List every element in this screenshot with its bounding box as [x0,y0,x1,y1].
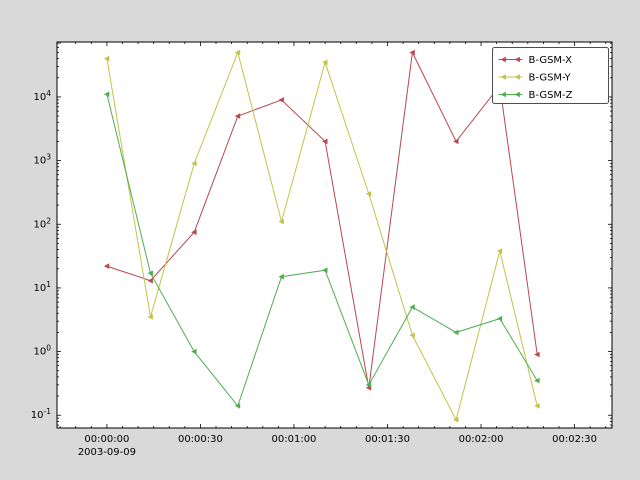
left-triangle-marker-icon [453,416,459,423]
left-triangle-marker-icon [534,377,540,384]
y-tick-label: 101 [33,280,51,294]
x-tick-label: 00:00:00 [84,434,129,445]
left-triangle-marker-icon [496,315,503,322]
x-axis: 00:00:00 00:00:30 00:01:00 00:01:30 00:02:00… [59,42,607,458]
series-B-GSM-Y [103,49,540,423]
left-triangle-marker-icon [409,49,415,56]
left-triangle-marker-icon [500,56,506,63]
left-triangle-marker-icon [234,403,241,409]
x-tick-label: 00:01:00 [272,434,317,445]
left-triangle-marker-icon [409,332,415,339]
legend-item-B-GSM-Z: B-GSM-Z [498,90,573,101]
left-triangle-marker-icon [147,270,153,276]
left-triangle-marker-icon [534,351,540,358]
left-triangle-marker-icon [147,314,153,320]
y-tick-label: 100 [33,344,51,358]
y-tick-label: 102 [33,216,51,230]
left-triangle-marker-icon [453,138,459,145]
left-triangle-marker-icon [278,97,284,103]
left-triangle-marker-icon [496,248,503,254]
left-triangle-marker-icon [514,91,520,98]
x-tick-label: 00:02:00 [459,434,504,445]
left-triangle-marker-icon [103,263,110,269]
left-triangle-marker-icon [500,74,506,80]
x-tick-label: 00:02:30 [552,434,597,445]
y-tick-label: 104 [33,89,51,103]
left-triangle-marker-icon [191,229,197,235]
legend-item-B-GSM-Y: B-GSM-Y [498,73,572,84]
left-triangle-marker-icon [322,267,328,273]
left-triangle-marker-icon [147,277,153,284]
axes-frame [56,41,613,429]
left-triangle-marker-icon [500,91,506,98]
left-triangle-marker-icon [103,91,110,98]
left-triangle-marker-icon [278,273,284,280]
left-triangle-marker-icon [514,56,520,63]
left-triangle-marker-icon [103,55,110,62]
legend-label: B-GSM-X [529,55,573,66]
left-triangle-marker-icon [191,160,197,167]
left-triangle-marker-icon [322,59,328,66]
series-B-GSM-Z [103,91,540,409]
y-tick-label: 10-1 [31,407,51,421]
legend-label: B-GSM-Y [529,73,572,84]
left-triangle-marker-icon [234,113,241,119]
left-triangle-marker-icon [278,218,284,225]
x-tick-label: 00:01:30 [365,434,410,445]
left-triangle-marker-icon [514,74,520,80]
left-triangle-marker-icon [365,191,372,197]
legend-label: B-GSM-Z [529,90,573,101]
legend-box [492,47,609,104]
left-triangle-marker-icon [453,329,459,336]
left-triangle-marker-icon [409,304,415,310]
x-axis-date-label: 2003-09-09 [78,447,136,458]
left-triangle-marker-icon [191,348,197,355]
x-tick-label: 00:00:30 [178,434,223,445]
left-triangle-marker-icon [365,382,372,388]
y-tick-label: 103 [33,153,51,167]
legend-item-B-GSM-X: B-GSM-X [498,55,573,66]
plot-background [57,42,612,428]
left-triangle-marker-icon [234,49,241,56]
left-triangle-marker-icon [322,138,328,145]
legend: B-GSM-X B-GSM-Y B-GSM-Z [492,47,609,104]
y-axis: 10-1 100 101 102 103 104 [31,42,612,426]
left-triangle-marker-icon [534,403,540,409]
